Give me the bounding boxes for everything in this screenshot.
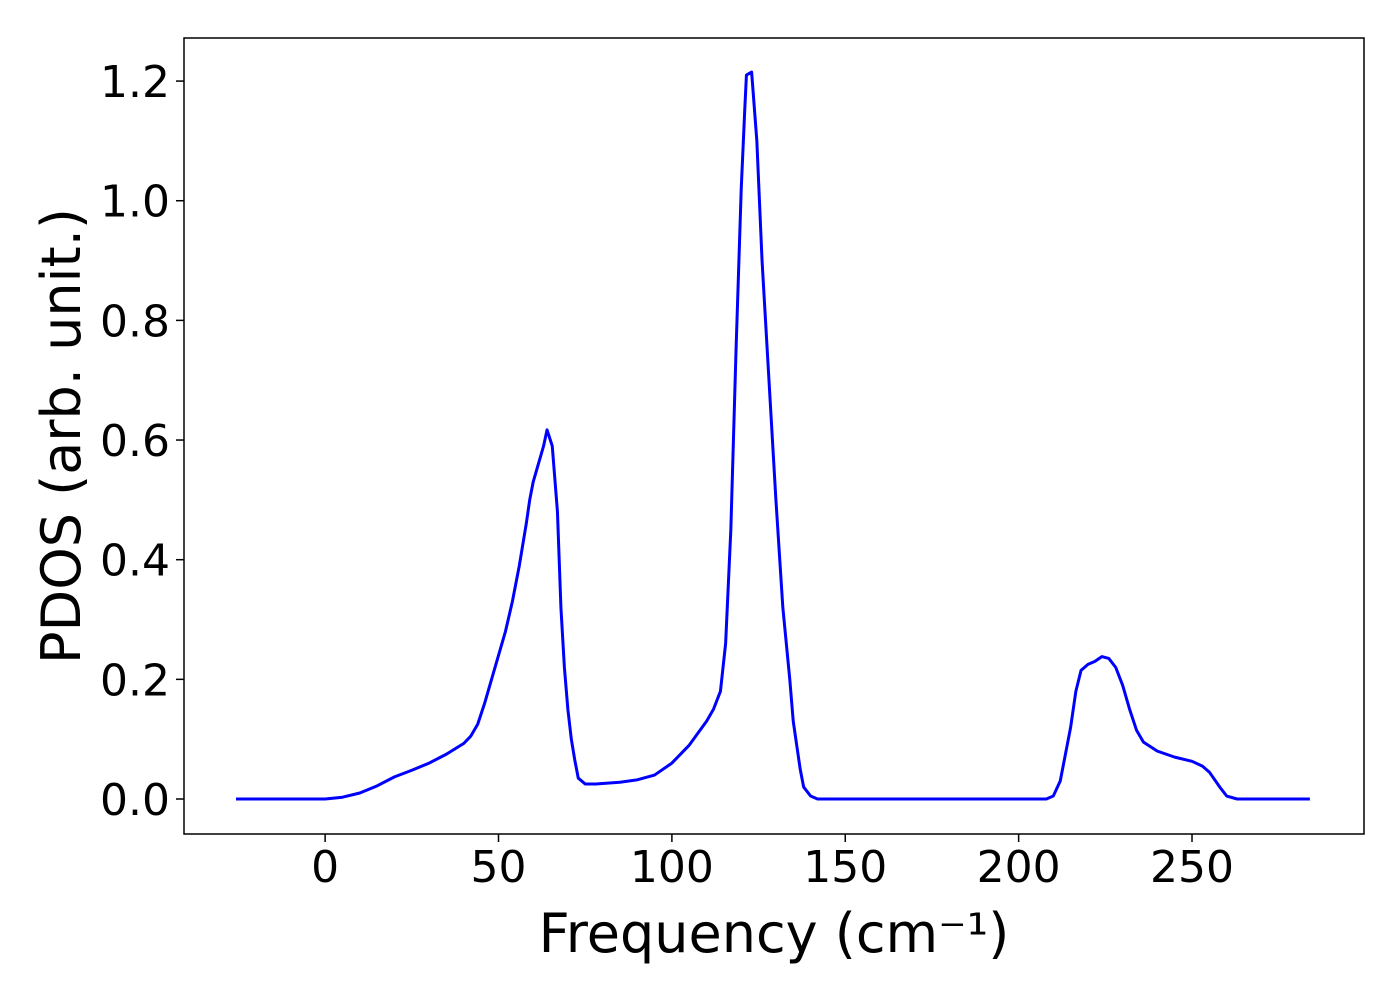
y-tick-label: 0.0: [100, 775, 170, 826]
y-tick-label: 0.6: [100, 416, 170, 467]
x-tick-label: 150: [803, 842, 887, 893]
y-tick-label: 1.0: [100, 177, 170, 228]
x-tick-label: 200: [977, 842, 1061, 893]
x-tick-label: 100: [630, 842, 714, 893]
y-axis-label: PDOS (arb. unit.): [30, 208, 93, 664]
y-tick-label: 0.2: [100, 655, 170, 706]
x-tick-label: 250: [1150, 842, 1234, 893]
x-axis-label: Frequency (cm⁻¹): [539, 902, 1010, 965]
y-tick-label: 0.8: [100, 296, 170, 347]
y-tick-label: 0.4: [100, 536, 170, 587]
x-tick-label: 50: [471, 842, 527, 893]
y-tick-label: 1.2: [100, 57, 170, 108]
line: [236, 70, 1310, 801]
plot-frame: [183, 37, 1365, 835]
x-tick-label: 0: [311, 842, 339, 893]
